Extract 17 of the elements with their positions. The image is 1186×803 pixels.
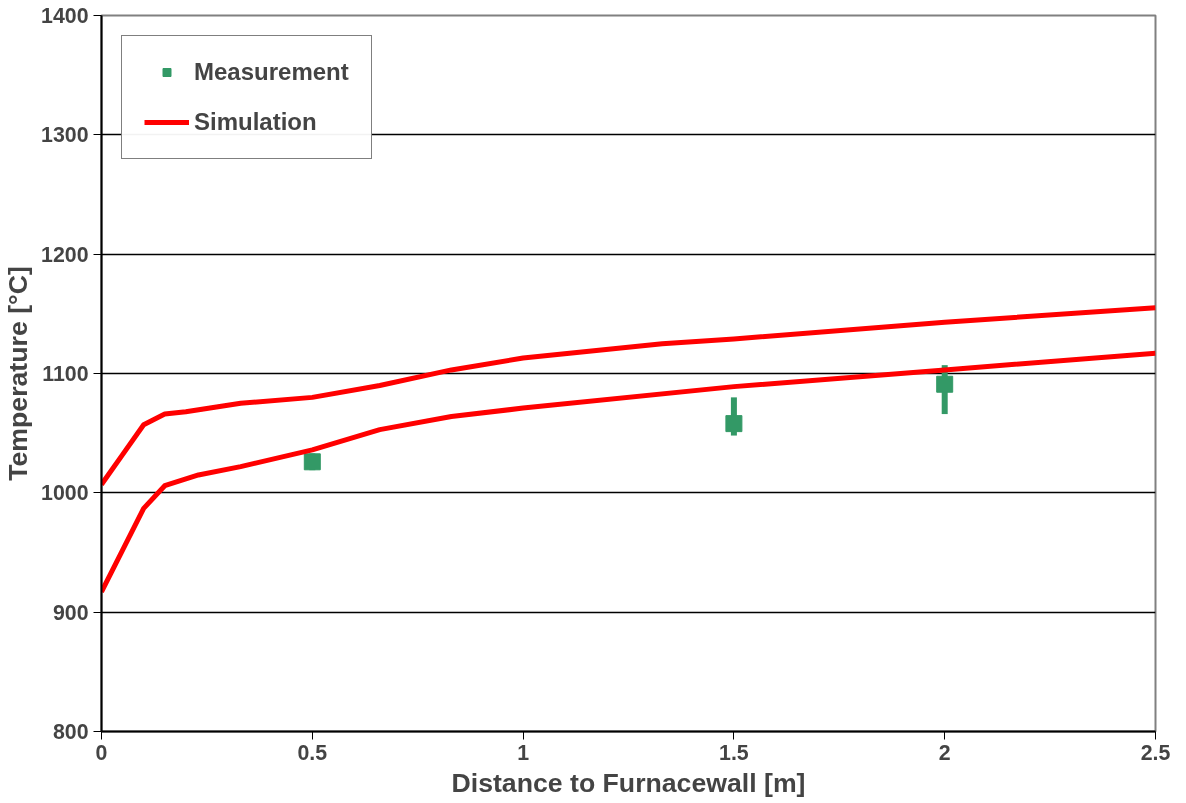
x-tick-label: 0.5 [297,740,328,765]
y-tick-label: 1000 [41,481,89,506]
x-tick-label: 1 [517,740,530,765]
y-tick-label: 1400 [41,4,89,28]
y-tick-label: 1200 [41,242,89,267]
y-tick-label: 1300 [41,123,89,148]
y-axis-title: Temperature [°C] [3,266,34,481]
legend-label: Simulation [194,108,317,136]
x-tick-label: 2.5 [1140,740,1171,765]
x-tick-label: 2 [938,740,951,765]
legend-label: Measurement [194,58,349,86]
x-tick-label: 1.5 [719,740,749,765]
y-tick-label: 800 [52,720,89,744]
y-tick-label: 1100 [42,362,89,386]
x-tick-label: 0 [95,740,108,765]
y-tick-label: 900 [52,600,89,625]
x-axis-title: Distance to Furnacewall [m] [451,767,806,798]
